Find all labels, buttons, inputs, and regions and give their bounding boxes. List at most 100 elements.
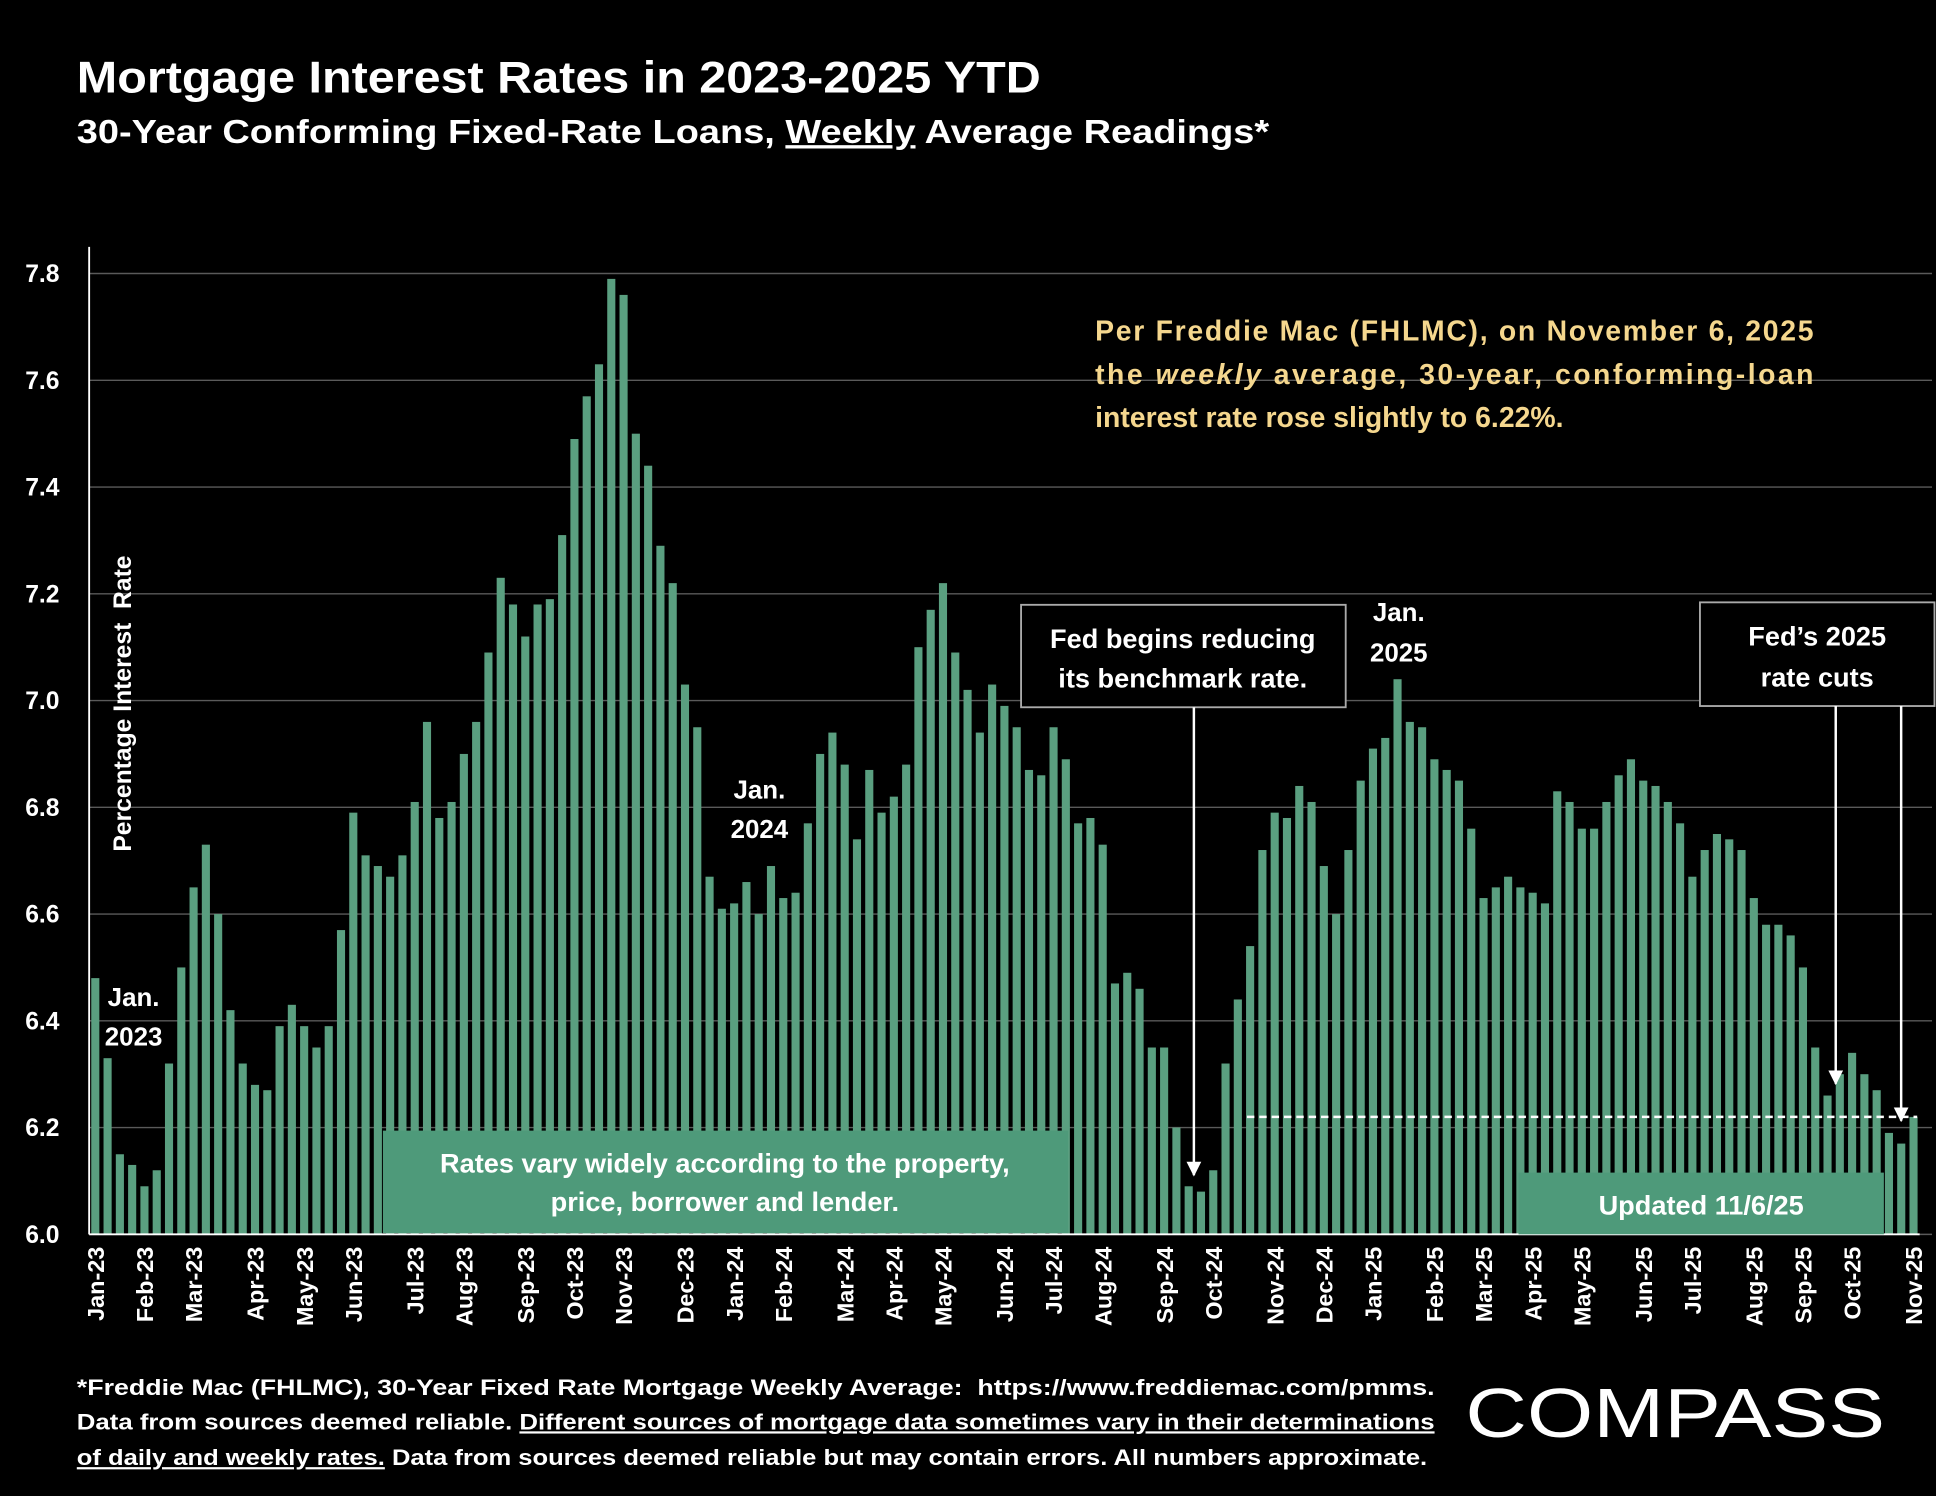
updated-text: Updated 11/6/25 <box>1599 1190 1804 1221</box>
bar <box>250 1084 260 1235</box>
x-tick-label: Jan-24 <box>722 1247 748 1321</box>
bar <box>1332 914 1341 1235</box>
callout-text: Fed’s 2025 <box>1748 621 1886 652</box>
bar <box>201 844 210 1235</box>
y-tick-label: 6.8 <box>25 795 59 822</box>
x-tick-label: Sep-23 <box>513 1247 539 1324</box>
bar <box>803 823 812 1235</box>
x-tick-label: Aug-23 <box>452 1247 478 1326</box>
bar <box>226 1010 235 1235</box>
x-tick-label: Jul-25 <box>1680 1247 1706 1315</box>
annotation: Jan. <box>108 984 160 1012</box>
bar <box>607 278 616 1235</box>
callout-box <box>1020 603 1347 709</box>
bar <box>644 465 653 1235</box>
x-tick-label: Jun-25 <box>1631 1247 1657 1323</box>
bar <box>1590 828 1599 1235</box>
bar <box>410 801 419 1235</box>
annotations: Jan. 2023 Jan. 2024 Jan. 2025 <box>105 599 1428 1052</box>
y-tick-label: 7.6 <box>25 368 59 395</box>
chart-title: Mortgage Interest Rates in 2023-2025 YTD <box>77 54 1041 103</box>
bar <box>656 545 665 1235</box>
bar <box>1381 737 1390 1235</box>
bar <box>877 812 886 1235</box>
bar <box>459 753 468 1235</box>
bar <box>189 887 198 1235</box>
subtitle-part: 30-Year Conforming Fixed-Rate Loans, <box>77 114 786 151</box>
footnote-line: Data from sources deemed reliable. Diffe… <box>77 1409 1435 1434</box>
x-tick-label: Mar-24 <box>832 1247 858 1323</box>
plot-area: 6.0 6.2 6.4 6.6 6.8 7.0 7.2 7.4 7.6 7.8 Jan-23 Feb-… <box>25 246 1933 1326</box>
fed-2025-callout: Fed’s 2025 rate cuts <box>1699 601 1936 1123</box>
x-tick-label: Apr-25 <box>1520 1247 1546 1321</box>
bar <box>214 914 223 1235</box>
bar <box>1835 1074 1844 1235</box>
x-tick-label: Dec-24 <box>1311 1247 1337 1324</box>
chart-subtitle: 30-Year Conforming Fixed-Rate Loans, Wee… <box>77 114 1269 151</box>
bar <box>1184 1186 1193 1235</box>
bar <box>361 855 370 1235</box>
bar <box>1221 1063 1230 1235</box>
bar <box>1504 876 1513 1235</box>
note-line: Per Freddie Mac (FHLMC), on November 6, … <box>1095 316 1813 348</box>
bar <box>717 908 726 1235</box>
bar <box>324 1026 333 1235</box>
bar <box>1258 850 1267 1235</box>
bar <box>828 732 837 1235</box>
footnote-line: of daily and weekly rates. Data from sou… <box>77 1445 1427 1470</box>
bar <box>1110 983 1120 1235</box>
x-tick-label: Oct-25 <box>1840 1247 1866 1320</box>
bar <box>1307 801 1316 1235</box>
bar <box>730 903 739 1235</box>
bar <box>1540 903 1550 1235</box>
bar <box>1798 967 1808 1235</box>
bar <box>852 839 862 1235</box>
bar <box>1209 1170 1218 1235</box>
bar <box>1737 850 1746 1235</box>
bar <box>938 583 948 1235</box>
note-part: weekly <box>1155 359 1262 391</box>
bar <box>1000 705 1009 1235</box>
bar <box>1749 898 1758 1235</box>
box <box>1518 1172 1884 1235</box>
bar <box>1884 1132 1894 1235</box>
y-tick-label: 6.4 <box>25 1008 60 1035</box>
footnote-part: Different sources of mortgage data somet… <box>519 1409 1434 1434</box>
annotation: 2024 <box>731 816 789 844</box>
callout-text: rate cuts <box>1761 661 1874 692</box>
bar <box>1418 727 1427 1235</box>
bar <box>1295 785 1304 1235</box>
disclaimer-box: Rates vary widely according to the prope… <box>382 1130 1068 1234</box>
x-tick-label: Sep-25 <box>1791 1247 1817 1324</box>
bar <box>1577 828 1586 1235</box>
y-tick-label: 6.0 <box>25 1222 59 1249</box>
x-tick-label: Dec-23 <box>673 1247 699 1324</box>
bar <box>582 396 591 1235</box>
x-tick-label: Feb-23 <box>132 1247 158 1323</box>
x-tick-label: Apr-24 <box>881 1247 907 1321</box>
bar <box>1086 817 1095 1235</box>
x-tick-label: Jan-23 <box>83 1247 109 1321</box>
x-tick-label: Nov-24 <box>1262 1247 1288 1325</box>
bar <box>312 1047 321 1235</box>
bar <box>1823 1095 1832 1235</box>
bar <box>1098 844 1107 1235</box>
bar <box>791 892 800 1235</box>
bar <box>988 684 997 1235</box>
bar <box>1811 1047 1820 1235</box>
bar <box>508 604 518 1235</box>
bar <box>1196 1191 1206 1235</box>
bar <box>1872 1090 1881 1235</box>
bar <box>128 1164 137 1235</box>
bar <box>1037 775 1046 1235</box>
annotation: 2023 <box>105 1023 163 1051</box>
bar <box>1479 898 1488 1235</box>
bar <box>902 764 911 1235</box>
bar <box>619 294 628 1235</box>
bar <box>1074 823 1083 1235</box>
bar <box>496 577 505 1235</box>
subtitle-part: Average Readings* <box>916 114 1270 151</box>
x-tick-label: Nov-25 <box>1901 1247 1927 1325</box>
x-tick-label: Oct-23 <box>562 1247 588 1320</box>
